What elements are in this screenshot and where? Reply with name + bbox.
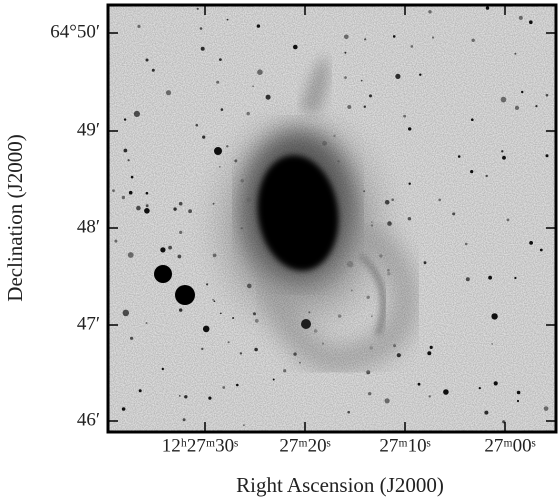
- x-tick-label: 27ᵐ10ˢ: [379, 435, 430, 456]
- y-tick-label: 46′: [77, 409, 100, 430]
- y-tick-label: 48′: [77, 216, 100, 237]
- x-tick-label: 12ʰ27ᵐ30ˢ: [162, 435, 238, 456]
- y-axis-label: Declination (J2000): [3, 134, 27, 301]
- x-tick-label: 27ᵐ00ˢ: [484, 435, 535, 456]
- y-tick-label: 47′: [77, 313, 100, 334]
- y-tick-label: 64°50′: [50, 21, 100, 42]
- tick-marks: [108, 5, 556, 432]
- x-axis-label: Right Ascension (J2000): [236, 473, 444, 497]
- x-tick-label: 27ᵐ20ˢ: [279, 435, 330, 456]
- sky-image: [108, 5, 556, 432]
- y-tick-label: 49′: [77, 119, 100, 140]
- plot-frame: [106, 3, 558, 434]
